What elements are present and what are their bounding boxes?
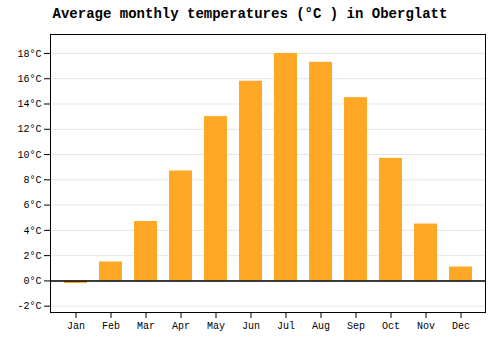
svg-text:Dec: Dec xyxy=(452,321,470,332)
svg-text:8°C: 8°C xyxy=(23,175,41,186)
svg-text:Nov: Nov xyxy=(417,321,435,332)
svg-text:6°C: 6°C xyxy=(23,200,41,211)
svg-text:Jul: Jul xyxy=(277,321,295,332)
svg-text:Jun: Jun xyxy=(242,321,260,332)
svg-text:Jan: Jan xyxy=(67,321,85,332)
html-text:Average monthly temperatures (: Average monthly temperatures (°C ) in Ob… xyxy=(52,6,448,22)
svg-text:Feb: Feb xyxy=(102,321,120,332)
svg-text:Oct: Oct xyxy=(382,321,400,332)
svg-text:10°C: 10°C xyxy=(17,150,41,161)
svg-text:Mar: Mar xyxy=(137,321,155,332)
svg-text:-2°C: -2°C xyxy=(17,301,41,312)
svg-text:May: May xyxy=(207,321,225,332)
svg-text:0°C: 0°C xyxy=(23,276,41,287)
svg-text:Sep: Sep xyxy=(347,321,365,332)
svg-text:4°C: 4°C xyxy=(23,226,41,237)
svg-text:Apr: Apr xyxy=(172,321,190,332)
svg-text:12°C: 12°C xyxy=(17,124,41,135)
svg-text:18°C: 18°C xyxy=(17,49,41,60)
svg-text:14°C: 14°C xyxy=(17,99,41,110)
svg-text:Aug: Aug xyxy=(312,321,330,332)
svg-text:2°C: 2°C xyxy=(23,251,41,262)
svg-text:16°C: 16°C xyxy=(17,74,41,85)
